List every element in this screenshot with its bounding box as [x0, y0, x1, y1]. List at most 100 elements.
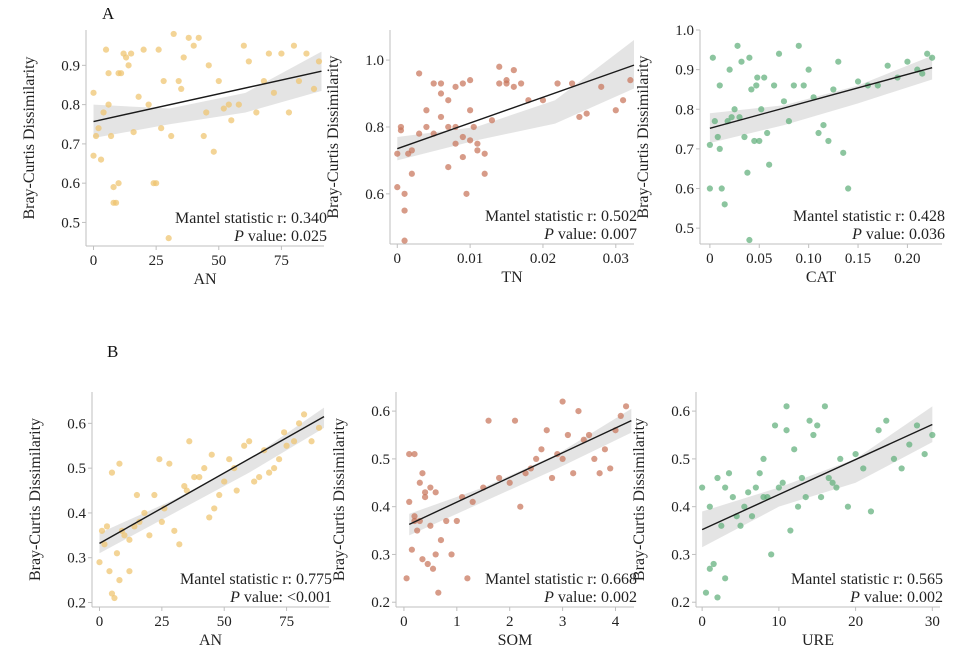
data-point [568, 80, 576, 87]
y-tick-label: 0.6 [61, 176, 80, 192]
data-point [919, 70, 926, 77]
data-point [225, 101, 232, 108]
data-point [721, 201, 728, 208]
data-point [511, 417, 519, 424]
data-point [554, 451, 561, 458]
data-point [833, 484, 840, 491]
data-point [165, 235, 172, 242]
p-value: P value: 0.025 [233, 228, 327, 245]
data-point [751, 137, 758, 145]
p-value: P value: 0.007 [543, 226, 637, 243]
data-point [315, 424, 323, 431]
data-point [260, 77, 267, 85]
data-point [432, 551, 439, 558]
data-point [397, 127, 405, 134]
data-point [135, 93, 142, 100]
data-point [570, 470, 577, 477]
data-point [435, 589, 442, 596]
data-point [506, 479, 513, 486]
regression-line [701, 423, 933, 531]
data-point [496, 80, 503, 87]
data-point [445, 123, 452, 131]
x-tick-label: 0 [400, 614, 408, 630]
data-point [235, 101, 242, 108]
data-point [158, 125, 165, 132]
data-point [300, 411, 308, 418]
data-point [746, 236, 753, 244]
data-point [233, 487, 240, 494]
confidence-band [409, 408, 632, 536]
p-value-text: value: 0.002 [554, 589, 637, 606]
data-point [95, 125, 102, 132]
x-tick-label: 0.01 [457, 251, 483, 267]
regression-line [93, 70, 322, 123]
data-point [771, 422, 779, 429]
data-point [276, 456, 283, 463]
data-point [800, 82, 807, 89]
data-point [175, 77, 182, 85]
data-point [190, 42, 197, 49]
data-point [748, 513, 756, 520]
data-point [423, 107, 430, 114]
data-point [231, 465, 238, 472]
data-point [829, 479, 836, 486]
y-tick-label: 0.7 [675, 142, 694, 158]
data-point [775, 50, 783, 57]
data-point [429, 565, 437, 572]
data-point [166, 460, 173, 467]
data-point [411, 513, 418, 520]
data-point [795, 42, 802, 49]
x-tick-label: 0 [90, 253, 98, 269]
x-tick-label: 0 [394, 251, 402, 267]
data-point [405, 150, 412, 157]
y-tick-label: 0.3 [671, 547, 690, 563]
data-point [724, 118, 731, 125]
x-axis-label: CAT [806, 269, 836, 286]
data-point [153, 180, 160, 187]
data-point [226, 456, 233, 463]
confidence-band [709, 55, 933, 143]
data-point [874, 82, 881, 89]
data-point [760, 494, 767, 501]
data-point [496, 474, 503, 482]
data-point [814, 422, 821, 429]
data-point [141, 509, 148, 517]
data-point [539, 97, 547, 104]
y-tick-label: 0.8 [675, 102, 694, 118]
data-point [221, 478, 228, 485]
data-point [496, 63, 503, 70]
data-point [416, 517, 423, 525]
y-tick-label: 0.4 [371, 500, 390, 516]
data-point [121, 532, 128, 539]
data-point [401, 237, 408, 244]
p-value-symbol: P [849, 589, 860, 606]
data-point [706, 185, 713, 192]
data-point [100, 109, 107, 116]
data-point [780, 98, 788, 105]
data-point [459, 153, 466, 161]
data-point [522, 470, 529, 477]
data-point [488, 117, 496, 124]
y-tick-label: 0.6 [371, 404, 390, 420]
data-point [205, 62, 212, 69]
data-point [810, 94, 817, 101]
data-point [485, 417, 492, 424]
x-tick-label: 2 [506, 614, 514, 630]
data-point [452, 83, 459, 90]
data-point [251, 478, 258, 485]
data-point [228, 117, 235, 124]
data-point [452, 123, 459, 131]
data-point [718, 522, 725, 529]
data-point [411, 517, 418, 525]
data-point [96, 559, 103, 566]
data-point [518, 80, 525, 87]
data-point [844, 503, 852, 510]
data-point [161, 505, 168, 512]
y-tick-label: 1.0 [675, 23, 694, 39]
data-point [835, 58, 842, 65]
mantel-statistic: Mantel statistic r: 0.565 [791, 571, 943, 588]
data-point [201, 465, 208, 472]
